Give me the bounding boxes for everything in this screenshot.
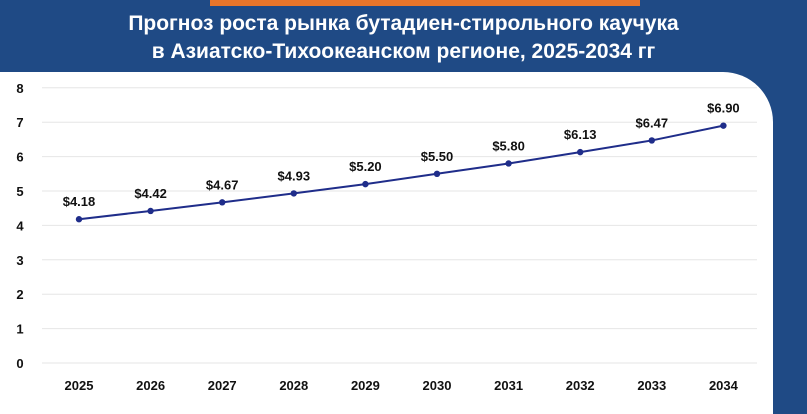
y-tick-label: 6: [16, 150, 23, 165]
x-tick-label: 2027: [208, 378, 237, 393]
data-points: [75, 122, 727, 223]
x-tick-label: 2029: [351, 378, 380, 393]
data-label: $5.20: [349, 159, 382, 174]
chart-title-line-1: Прогноз роста рынка бутадиен-стирольного…: [128, 12, 679, 35]
data-point: [648, 137, 655, 144]
y-tick-label: 2: [16, 287, 23, 302]
x-tick-label: 2026: [136, 378, 165, 393]
data-label: $4.93: [278, 168, 311, 183]
data-labels: $4.18 $4.42 $4.67 $4.93 $5.20 $5.50 $5.80 $6.13…: [63, 101, 740, 210]
data-label: $6.13: [564, 127, 597, 142]
data-point: [147, 207, 154, 215]
chart-title: Прогноз роста рынка бутадиен-стирольного…: [0, 10, 807, 66]
series-line-path: [78, 124, 724, 221]
x-tick-label: 2031: [494, 378, 523, 393]
chart-card: [0, 72, 773, 414]
data-label: $4.42: [134, 186, 167, 201]
data-label: $6.47: [636, 115, 669, 130]
y-tick-label: 0: [16, 356, 23, 371]
data-point: [505, 160, 512, 167]
x-tick-label: 2028: [279, 378, 308, 393]
data-point: [362, 180, 369, 188]
data-point: [433, 170, 441, 177]
data-label: $5.80: [492, 138, 525, 153]
data-label: $4.67: [206, 177, 239, 192]
data-point: [720, 122, 727, 129]
x-tick-label: 2034: [709, 378, 739, 393]
grid-lines: [42, 87, 757, 364]
y-tick-label: 1: [16, 322, 23, 337]
data-point: [219, 199, 226, 206]
y-tick-label: 8: [16, 81, 23, 96]
x-tick-label: 2033: [637, 378, 666, 393]
series-line: [78, 124, 724, 221]
y-tick-label: 3: [16, 253, 23, 268]
x-tick-label: 2030: [423, 378, 452, 393]
y-tick-label: 4: [16, 218, 24, 233]
orange-accent-band: [210, 0, 640, 6]
y-axis: 0 1 2 3 4 5 6 7 8: [16, 81, 24, 371]
y-tick-label: 7: [16, 115, 23, 130]
data-point: [75, 216, 83, 223]
data-label: $5.50: [421, 149, 454, 164]
data-point: [577, 148, 584, 156]
chart-title-line-2: в Азиатско-Тихоокеанском регионе, 2025-2…: [151, 40, 656, 63]
x-axis: 2025 2026 2027 2028 2029 2030 2031 2032 2033 2034: [65, 378, 739, 393]
x-tick-label: 2025: [65, 378, 94, 393]
data-label: $6.90: [707, 101, 740, 116]
x-tick-label: 2032: [566, 378, 595, 393]
data-point: [290, 190, 297, 197]
y-tick-label: 5: [16, 184, 23, 199]
data-label: $4.18: [63, 194, 96, 209]
